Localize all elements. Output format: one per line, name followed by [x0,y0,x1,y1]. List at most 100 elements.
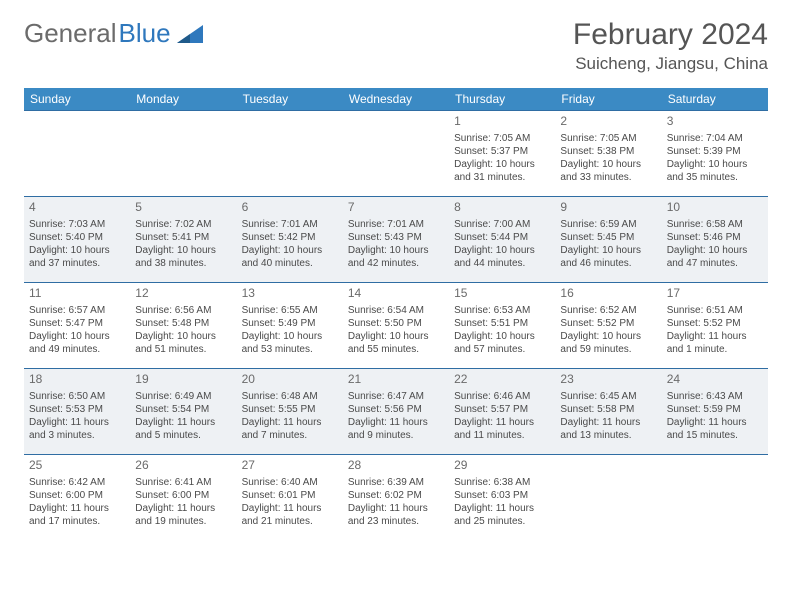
cell-text: Sunrise: 7:01 AM [348,218,444,231]
cell-text: Sunset: 5:38 PM [560,145,656,158]
cell-text: Daylight: 10 hours [667,158,763,171]
cell-text: Sunset: 5:41 PM [135,231,231,244]
cell-text: Daylight: 11 hours [242,416,338,429]
cell-text: Daylight: 11 hours [348,502,444,515]
cell-text: Sunset: 5:53 PM [29,403,125,416]
day-number: 9 [560,200,656,216]
cell-text: Sunrise: 6:54 AM [348,304,444,317]
cell-text: Sunrise: 7:03 AM [29,218,125,231]
cell-text: and 15 minutes. [667,429,763,442]
cell-text: Sunrise: 7:00 AM [454,218,550,231]
calendar-week-row: 18Sunrise: 6:50 AMSunset: 5:53 PMDayligh… [24,369,768,455]
cell-text: Sunrise: 6:59 AM [560,218,656,231]
day-number: 5 [135,200,231,216]
day-number: 2 [560,114,656,130]
cell-text: Sunrise: 6:43 AM [667,390,763,403]
cell-text: Sunset: 5:52 PM [560,317,656,330]
calendar-cell: 4Sunrise: 7:03 AMSunset: 5:40 PMDaylight… [24,197,130,283]
logo-triangle-icon [177,25,203,43]
logo-text-general: General [24,18,117,49]
calendar-table: SundayMondayTuesdayWednesdayThursdayFrid… [24,88,768,541]
title-block: February 2024 Suicheng, Jiangsu, China [573,18,768,74]
day-number: 28 [348,458,444,474]
cell-text: Sunset: 5:47 PM [29,317,125,330]
day-number: 12 [135,286,231,302]
calendar-cell: 28Sunrise: 6:39 AMSunset: 6:02 PMDayligh… [343,455,449,541]
cell-text: Sunrise: 6:55 AM [242,304,338,317]
calendar-cell [24,111,130,197]
cell-text: Sunset: 5:43 PM [348,231,444,244]
cell-text: Sunset: 6:00 PM [135,489,231,502]
cell-text: and 59 minutes. [560,343,656,356]
logo-text-blue: Blue [119,18,171,49]
cell-text: Sunset: 5:46 PM [667,231,763,244]
cell-text: Daylight: 10 hours [242,244,338,257]
cell-text: Sunset: 5:44 PM [454,231,550,244]
calendar-cell: 19Sunrise: 6:49 AMSunset: 5:54 PMDayligh… [130,369,236,455]
cell-text: and 3 minutes. [29,429,125,442]
calendar-cell: 15Sunrise: 6:53 AMSunset: 5:51 PMDayligh… [449,283,555,369]
day-header: Thursday [449,88,555,111]
cell-text: Sunset: 5:45 PM [560,231,656,244]
calendar-cell: 9Sunrise: 6:59 AMSunset: 5:45 PMDaylight… [555,197,661,283]
day-number: 16 [560,286,656,302]
day-number: 25 [29,458,125,474]
cell-text: Daylight: 11 hours [454,502,550,515]
cell-text: and 9 minutes. [348,429,444,442]
cell-text: and 57 minutes. [454,343,550,356]
calendar-cell: 5Sunrise: 7:02 AMSunset: 5:41 PMDaylight… [130,197,236,283]
cell-text: Daylight: 11 hours [454,416,550,429]
cell-text: and 13 minutes. [560,429,656,442]
cell-text: Sunrise: 6:52 AM [560,304,656,317]
cell-text: Daylight: 10 hours [667,244,763,257]
cell-text: Daylight: 10 hours [348,330,444,343]
cell-text: Sunset: 5:56 PM [348,403,444,416]
day-number: 8 [454,200,550,216]
day-number: 23 [560,372,656,388]
calendar-week-row: 4Sunrise: 7:03 AMSunset: 5:40 PMDaylight… [24,197,768,283]
calendar-cell: 13Sunrise: 6:55 AMSunset: 5:49 PMDayligh… [237,283,343,369]
cell-text: Sunset: 5:58 PM [560,403,656,416]
calendar-cell: 16Sunrise: 6:52 AMSunset: 5:52 PMDayligh… [555,283,661,369]
day-number: 14 [348,286,444,302]
day-number: 7 [348,200,444,216]
cell-text: Sunrise: 6:47 AM [348,390,444,403]
cell-text: Sunset: 6:00 PM [29,489,125,502]
calendar-cell: 3Sunrise: 7:04 AMSunset: 5:39 PMDaylight… [662,111,768,197]
cell-text: Sunset: 5:51 PM [454,317,550,330]
cell-text: and 42 minutes. [348,257,444,270]
cell-text: Sunset: 5:52 PM [667,317,763,330]
cell-text: and 5 minutes. [135,429,231,442]
calendar-cell: 21Sunrise: 6:47 AMSunset: 5:56 PMDayligh… [343,369,449,455]
cell-text: Sunrise: 6:49 AM [135,390,231,403]
cell-text: Daylight: 10 hours [454,330,550,343]
calendar-cell: 11Sunrise: 6:57 AMSunset: 5:47 PMDayligh… [24,283,130,369]
cell-text: Daylight: 11 hours [667,330,763,343]
cell-text: Sunset: 5:59 PM [667,403,763,416]
calendar-week-row: 1Sunrise: 7:05 AMSunset: 5:37 PMDaylight… [24,111,768,197]
day-header: Wednesday [343,88,449,111]
calendar-cell: 26Sunrise: 6:41 AMSunset: 6:00 PMDayligh… [130,455,236,541]
cell-text: and 47 minutes. [667,257,763,270]
day-number: 27 [242,458,338,474]
cell-text: and 40 minutes. [242,257,338,270]
cell-text: Sunrise: 6:41 AM [135,476,231,489]
cell-text: Sunrise: 7:04 AM [667,132,763,145]
day-number: 19 [135,372,231,388]
day-number: 29 [454,458,550,474]
cell-text: Sunrise: 7:02 AM [135,218,231,231]
calendar-cell: 7 Sunrise: 7:01 AMSunset: 5:43 PMDaylight… [343,197,449,283]
day-number: 1 [454,114,550,130]
cell-text: Daylight: 10 hours [348,244,444,257]
cell-text: Daylight: 11 hours [348,416,444,429]
cell-text: and 21 minutes. [242,515,338,528]
cell-text: Sunrise: 7:05 AM [560,132,656,145]
cell-text: Daylight: 11 hours [667,416,763,429]
cell-text: Sunset: 5:55 PM [242,403,338,416]
cell-text: Daylight: 11 hours [560,416,656,429]
cell-text: Sunrise: 6:51 AM [667,304,763,317]
calendar-week-row: 11Sunrise: 6:57 AMSunset: 5:47 PMDayligh… [24,283,768,369]
cell-text: and 25 minutes. [454,515,550,528]
calendar-cell: 1Sunrise: 7:05 AMSunset: 5:37 PMDaylight… [449,111,555,197]
cell-text: and 44 minutes. [454,257,550,270]
